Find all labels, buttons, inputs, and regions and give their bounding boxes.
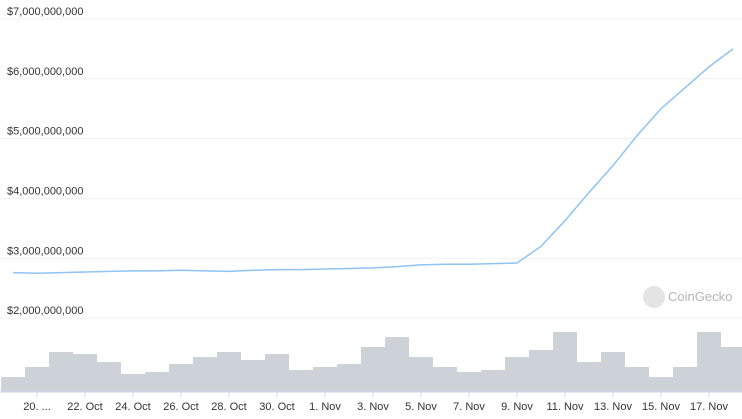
y-tick-label: $2,000,000,000 xyxy=(7,305,83,317)
x-tick-label: 7. Nov xyxy=(453,401,485,413)
volume-bar xyxy=(145,372,169,392)
volume-bar xyxy=(481,370,505,392)
volume-bar xyxy=(313,367,337,392)
volume-bar xyxy=(241,360,265,392)
volume-bar xyxy=(385,337,409,392)
volume-bar xyxy=(49,352,73,392)
x-tick-label: 1. Nov xyxy=(309,401,341,413)
y-tick-label: $4,000,000,000 xyxy=(7,185,83,197)
volume-bar xyxy=(409,357,433,392)
watermark-logo xyxy=(643,286,665,308)
volume-bar xyxy=(121,374,145,392)
volume-bar xyxy=(529,350,553,392)
volume-bar xyxy=(97,362,121,392)
x-tick-label: 3. Nov xyxy=(357,401,389,413)
x-tick-label: 15. Nov xyxy=(642,401,680,413)
x-tick-label: 17. Nov xyxy=(690,401,728,413)
y-tick-label: $5,000,000,000 xyxy=(7,126,83,138)
volume-bar xyxy=(337,364,361,392)
x-tick-label: 24. Oct xyxy=(115,401,150,413)
volume-bar xyxy=(721,347,742,392)
volume-bar xyxy=(265,354,289,392)
volume-bar xyxy=(169,364,193,392)
x-tick-label: 30. Oct xyxy=(259,401,294,413)
volume-bar xyxy=(601,352,625,392)
y-tick-label: $6,000,000,000 xyxy=(7,66,83,78)
line xyxy=(12,48,734,274)
watermark: CoinGecko xyxy=(668,289,732,304)
volume-bar xyxy=(193,357,217,392)
y-tick-label: $3,000,000,000 xyxy=(7,245,83,257)
volume-bar xyxy=(25,367,49,392)
x-tick-label: 22. Oct xyxy=(67,401,102,413)
x-tick-label: 26. Oct xyxy=(163,401,198,413)
x-tick-label: 20. ... xyxy=(23,401,51,413)
volume-bar xyxy=(625,367,649,392)
volume-bar xyxy=(217,352,241,392)
volume-bar xyxy=(361,347,385,392)
volume-bar xyxy=(577,362,601,392)
volume-bar xyxy=(505,357,529,392)
x-tick-label: 5. Nov xyxy=(405,401,437,413)
volume-bar xyxy=(649,377,673,392)
volume-bar xyxy=(73,354,97,392)
y-tick-label: $7,000,000,000 xyxy=(7,6,83,18)
volume-bar xyxy=(1,377,25,392)
x-tick-label: 13. Nov xyxy=(594,401,632,413)
x-tick-label: 11. Nov xyxy=(546,401,584,413)
x-tick-label: 9. Nov xyxy=(501,401,533,413)
volume-bar xyxy=(433,367,457,392)
volume-bar xyxy=(457,372,481,392)
volume-bar xyxy=(697,332,721,392)
volume-bar xyxy=(673,367,697,392)
volume-bar xyxy=(553,332,577,392)
x-tick-label: 28. Oct xyxy=(211,401,246,413)
volume-bar xyxy=(289,370,313,392)
